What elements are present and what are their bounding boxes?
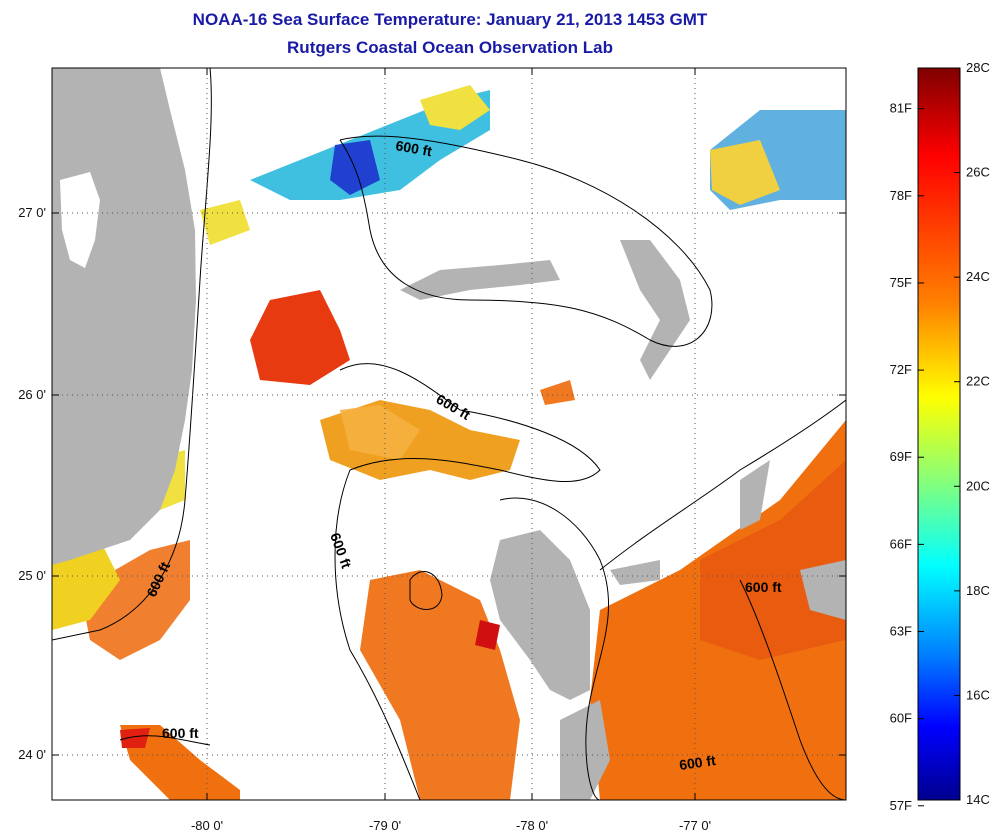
colorbar-fahrenheit-label: 60F xyxy=(890,711,912,726)
x-tick-label: -79 0' xyxy=(369,818,401,833)
colorbar-celsius-label: 26C xyxy=(966,165,990,180)
colorbar-fahrenheit-label: 78F xyxy=(890,188,912,203)
x-tick-label: -77 0' xyxy=(679,818,711,833)
colorbar-celsius-label: 14C xyxy=(966,792,990,807)
colorbar-celsius-label: 18C xyxy=(966,583,990,598)
colorbar-celsius-label: 16C xyxy=(966,687,990,702)
andros-island xyxy=(490,530,590,700)
x-tick-label: -78 0' xyxy=(516,818,548,833)
y-tick-label: 27 0' xyxy=(18,205,46,220)
map-frame xyxy=(51,67,847,801)
colorbar-fahrenheit-label: 69F xyxy=(890,449,912,464)
colorbar-fahrenheit-label: 75F xyxy=(890,275,912,290)
axis-ticks xyxy=(52,68,846,800)
colorbar-scale xyxy=(917,67,961,801)
x-tick-label: -80 0' xyxy=(191,818,223,833)
abaco-island xyxy=(620,240,690,380)
colorbar-fahrenheit-label: 66F xyxy=(890,536,912,551)
600ft-contours xyxy=(52,68,846,800)
y-tick-label: 24 0' xyxy=(18,747,46,762)
contour-label: 600 ft xyxy=(162,725,199,741)
graticule xyxy=(52,68,846,800)
land-masses xyxy=(52,68,846,800)
contour-label: 600 ft xyxy=(745,579,782,595)
colorbar-fahrenheit-label: 72F xyxy=(890,362,912,377)
colorbar-celsius-label: 22C xyxy=(966,374,990,389)
colorbar-celsius-label: 20C xyxy=(966,478,990,493)
contour-label: 600 ft xyxy=(678,752,717,773)
map-subtitle: Rutgers Coastal Ocean Observation Lab xyxy=(287,38,613,57)
colorbar-fahrenheit-label: 81F xyxy=(890,101,912,116)
y-tick-label: 25 0' xyxy=(18,568,46,583)
colorbar-celsius-labels: 28C 26C 24C 22C 20C 18C 16C 14C xyxy=(954,60,990,807)
map-title: NOAA-16 Sea Surface Temperature: January… xyxy=(192,10,708,29)
colorbar-celsius-label: 28C xyxy=(966,60,990,75)
y-tick-label: 26 0' xyxy=(18,387,46,402)
contour-label: 600 ft xyxy=(394,137,433,159)
colorbar-fahrenheit-label: 57F xyxy=(890,798,912,813)
colorbar-fahrenheit-label: 63F xyxy=(890,624,912,639)
colorbar-celsius-label: 24C xyxy=(966,269,990,284)
temperature-colorbar: 28C 26C 24C 22C 20C 18C 16C 14C 81F 78F 75F 72F 69F… xyxy=(890,60,990,813)
grand-bahama xyxy=(400,260,560,300)
sst-patches xyxy=(52,85,846,800)
map-panel[interactable]: 600 ft 600 ft 600 ft 600 ft 600 ft 600 f… xyxy=(18,67,847,833)
colorbar-fahrenheit-labels: 81F 78F 75F 72F 69F 66F 63F 60F 57F xyxy=(890,101,924,813)
